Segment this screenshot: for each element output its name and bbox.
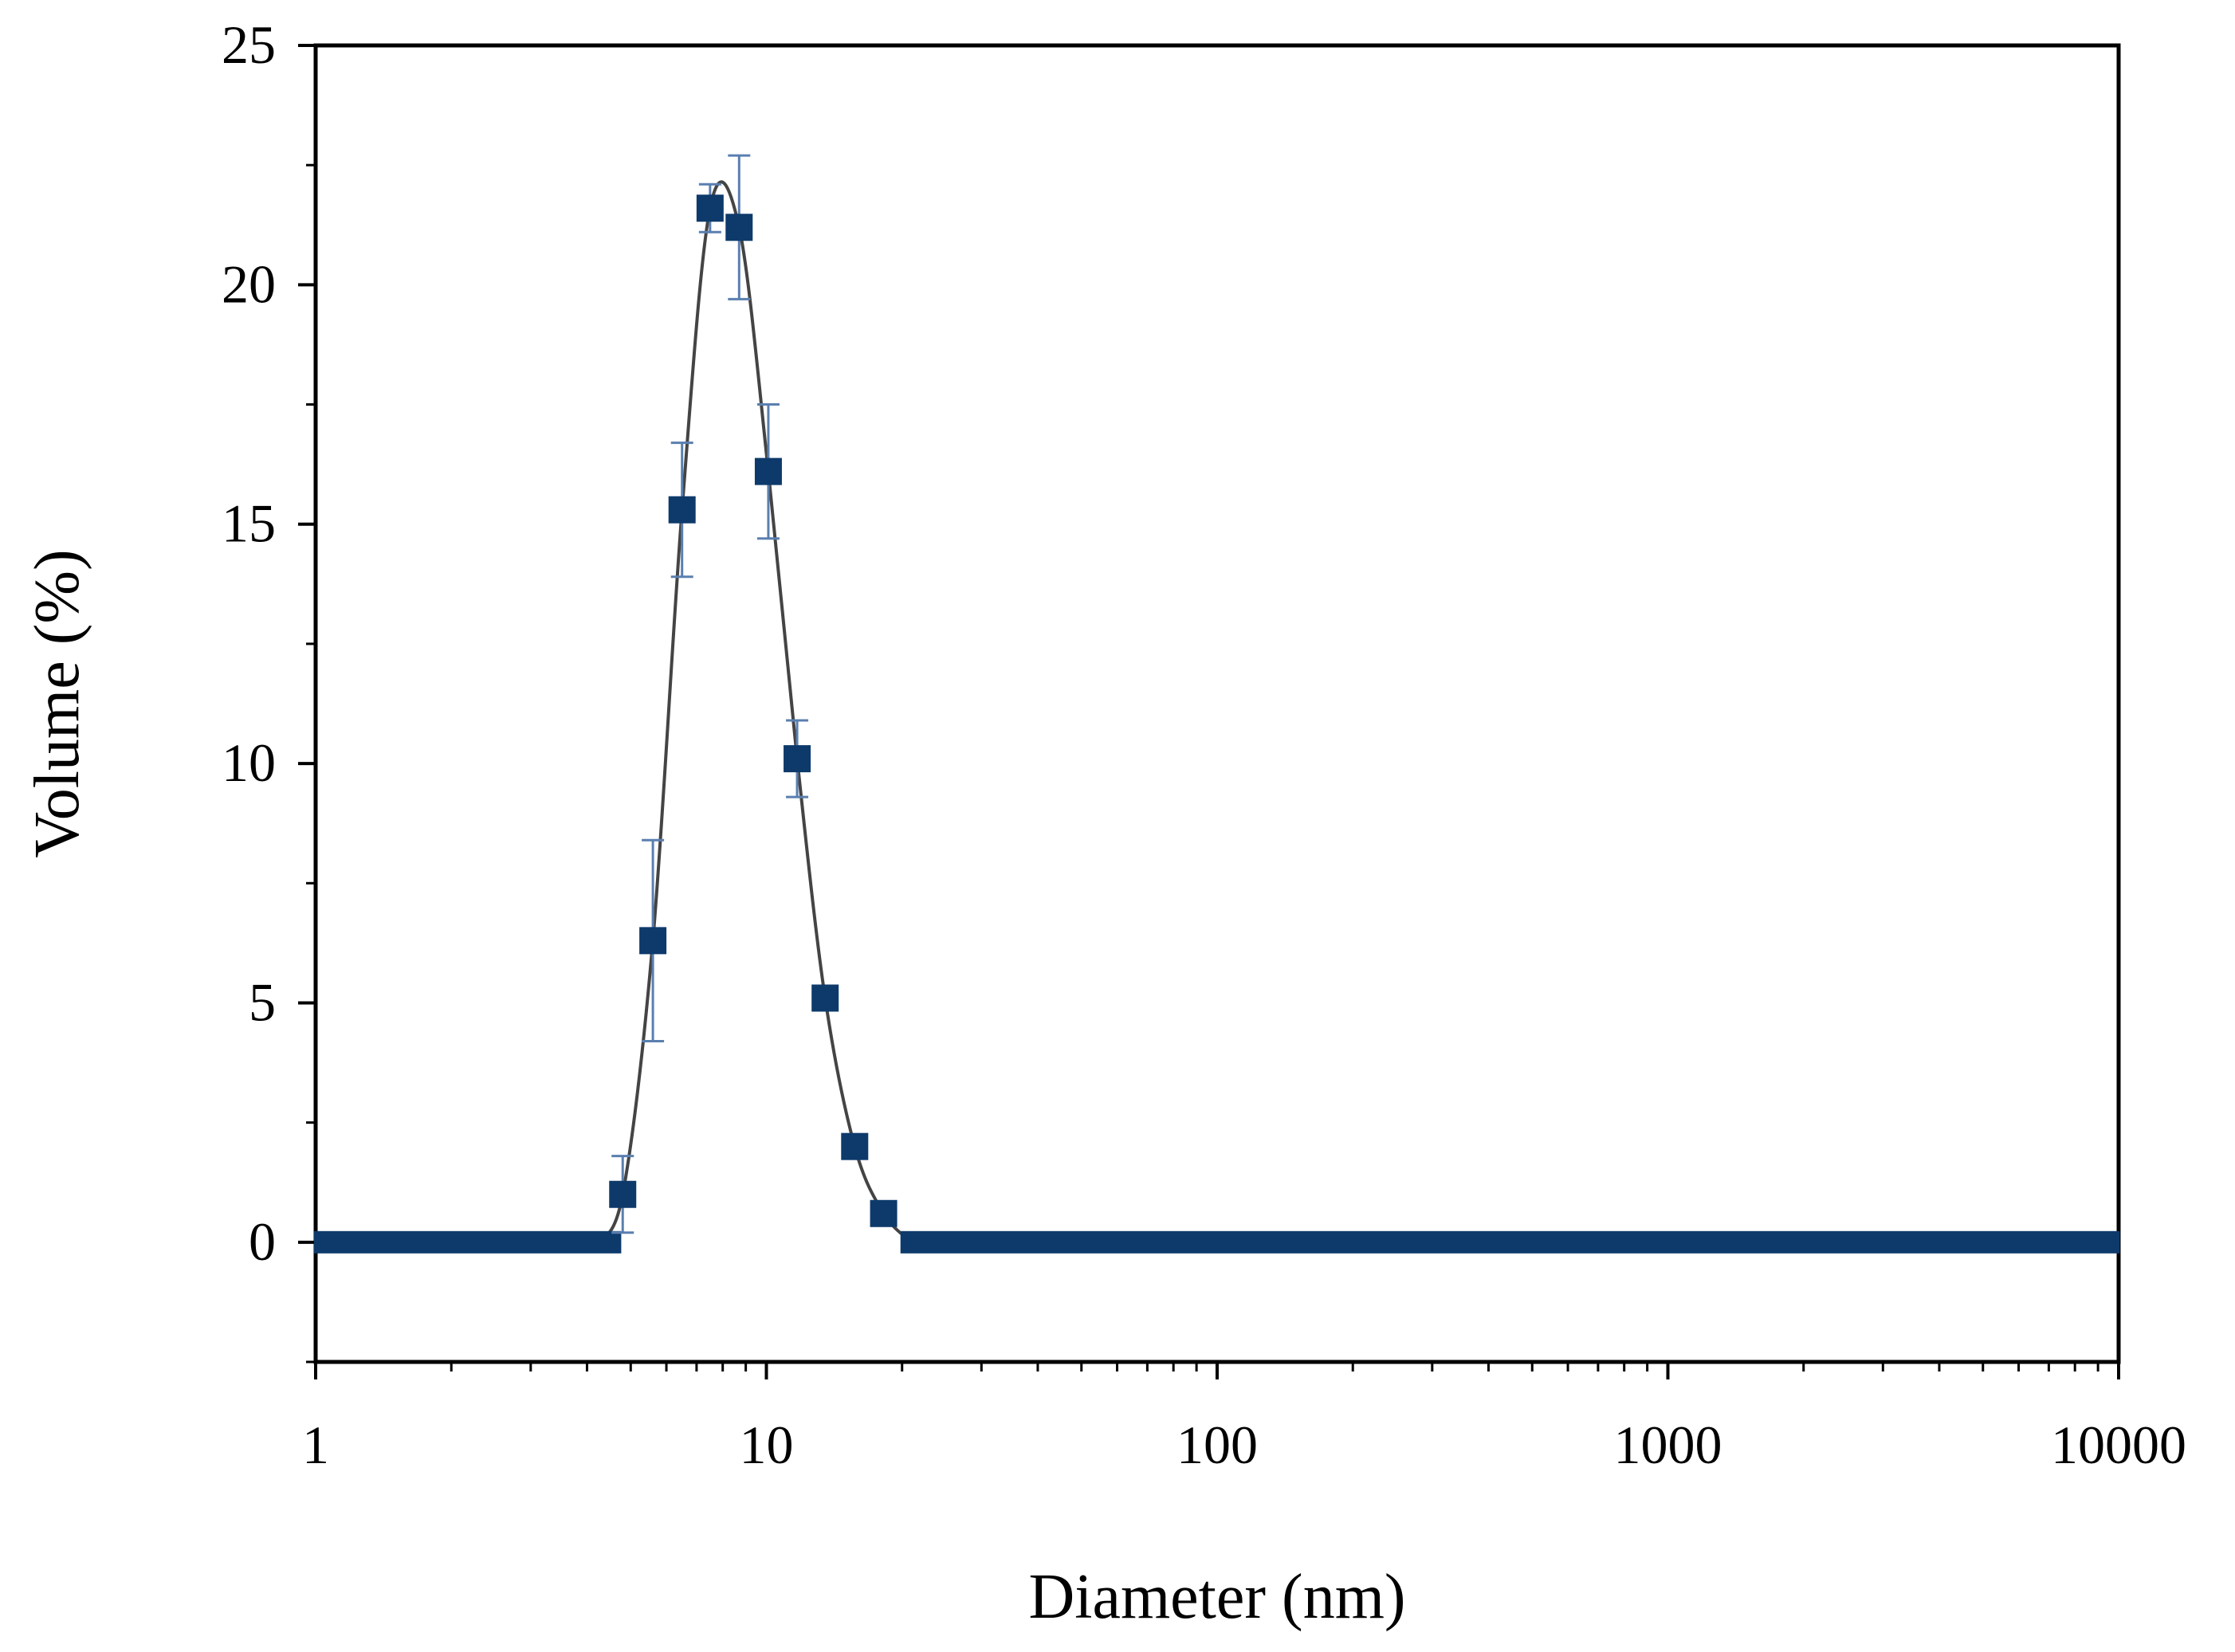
y-tick-label: 15 [222,493,276,554]
x-axis-ticks: 1 10 100 1000 10000 [302,1362,2186,1475]
y-tick-label: 5 [249,971,276,1032]
data-point [811,984,839,1012]
data-point [696,194,724,222]
data-point [668,496,696,524]
plot-frame [313,43,2121,1364]
x-tick-label: 100 [1176,1415,1258,1475]
data-point [784,745,811,773]
data-point [639,927,667,955]
data-points [609,154,898,1234]
data-point [725,214,753,241]
data-point [870,1199,898,1227]
y-axis-title: Volume (%) [22,549,92,857]
x-tick-label: 10000 [2051,1415,2186,1475]
data-point [609,1180,637,1208]
data-point [754,457,782,485]
x-tick-label: 1000 [1614,1415,1722,1475]
y-tick-label: 10 [222,732,276,793]
data-point [841,1132,869,1160]
zero-value-markers [313,1230,2120,1254]
zero-band [313,1230,622,1254]
x-axis-title: Diameter (nm) [1028,1562,1405,1632]
x-tick-label: 10 [740,1415,794,1475]
zero-band [900,1230,2120,1254]
fit-curve [595,180,913,1244]
y-tick-label: 20 [222,253,276,314]
y-axis-ticks: 0 5 10 15 20 25 [222,14,316,1364]
x-tick-label: 1 [302,1415,329,1475]
y-tick-label: 0 [249,1211,276,1272]
y-tick-label: 25 [222,14,276,75]
